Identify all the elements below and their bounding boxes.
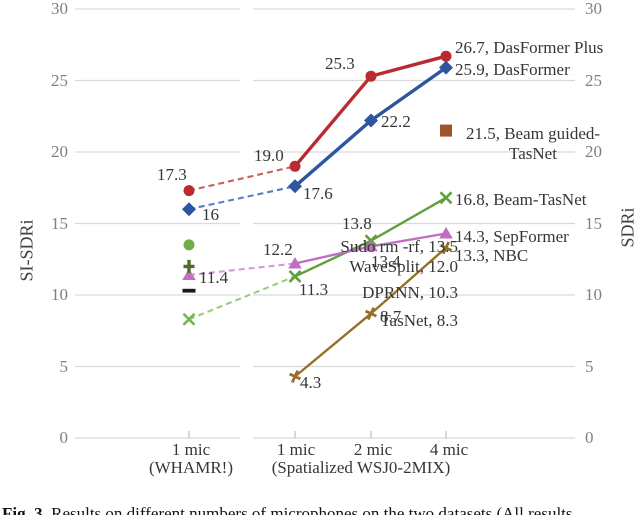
x-tick-label-spat-2mic: 2 mic	[353, 440, 393, 459]
beam-tasnet-marker-3	[439, 191, 453, 205]
wavesplit-marker-0	[183, 259, 195, 273]
data-label-tasnet: TasNet, 8.3	[380, 311, 458, 330]
left-axis-tick-label-5: 5	[59, 356, 69, 376]
right-axis-title: SDRi	[617, 207, 638, 248]
right-axis-tick-label-10: 10	[585, 285, 602, 304]
sepformer-marker-3	[439, 227, 453, 239]
right-axis-tick-label-20: 20	[585, 142, 602, 161]
data-label-v13_8: 13.8	[342, 214, 372, 233]
data-label-v26_7: 26.7, DasFormer Plus	[455, 38, 604, 57]
data-label-v11_3: 11.3	[299, 280, 329, 299]
left-axis-tick-label-0: 0	[59, 428, 69, 447]
left-axis-tick-label-10: 10	[51, 285, 68, 304]
data-label-v4_3: 4.3	[300, 373, 322, 392]
sepformer-dashed-connector	[188, 262, 296, 277]
caption-prefix: Fig. 3.	[2, 504, 47, 515]
nbc-marker-2	[364, 307, 378, 321]
x-group-label-whamr: (WHAMR!)	[148, 458, 234, 477]
dprnn-marker-0	[182, 288, 196, 293]
left-axis-tick-label-25: 25	[51, 70, 68, 90]
data-label-v13_4: 13.4	[371, 252, 401, 271]
right-axis-tick-label-5: 5	[585, 356, 594, 376]
dasformer-marker-1	[288, 179, 302, 194]
right-axis-tick-label-15: 15	[585, 213, 602, 233]
dasformer-marker-0	[182, 202, 196, 217]
data-label-v16: 16	[202, 205, 219, 224]
data-label-v22_2: 22.2	[381, 112, 411, 131]
dasformer-dashed-connector	[188, 185, 296, 211]
nbc-marker-3	[439, 241, 453, 255]
dasformer-marker-3	[439, 60, 453, 75]
sepformer-marker-1	[288, 257, 302, 269]
sepformer-marker-2	[364, 239, 378, 252]
data-label-v16_8: 16.8, Beam-TasNet	[455, 190, 587, 209]
dasformer-plus-dashed-connector	[188, 165, 296, 192]
data-label-v14_3: 14.3, SepFormer	[455, 227, 569, 246]
data-label-v25_9: 25.9, DasFormer	[455, 60, 570, 79]
beam-guided-tasnet-marker-3	[440, 124, 452, 137]
data-label-sudo: Sudo rm -rf, 13.5	[340, 237, 458, 256]
nbc-marker-1	[288, 370, 302, 383]
sudo-rm-rf-marker-0	[183, 239, 195, 251]
data-label-v21_5: 21.5, Beam guided-TasNet	[465, 124, 601, 163]
data-label-v11_4: 11.4	[199, 268, 229, 287]
right-axis-tick-label-30: 30	[585, 0, 602, 18]
data-label-dprnn: DPRNN, 10.3	[362, 283, 458, 302]
data-label-wavesplit: WaveSplit, 12.0	[349, 257, 458, 276]
data-label-v19_0: 19.0	[254, 146, 284, 165]
dasformer-plus-marker-0	[183, 185, 195, 197]
data-label-v17_6: 17.6	[303, 184, 333, 203]
right-axis-tick-label-0: 0	[585, 428, 594, 447]
right-axis-tick-label-25: 25	[585, 70, 602, 90]
sepformer-marker-0	[182, 268, 196, 280]
tasnet-marker-0	[182, 312, 196, 326]
beam-tasnet-marker-1	[288, 269, 302, 283]
x-tick-label-spat-4mic: 4 mic	[429, 440, 469, 459]
data-label-v8_7: 8.7	[380, 307, 402, 326]
caption-body: Results on different numbers of micropho…	[51, 504, 573, 515]
figure-caption: Fig. 3. Results on different numbers of …	[2, 504, 638, 515]
x-tick-label-spat-1mic: 1 mic	[276, 440, 316, 459]
dasformer-plus-marker-3	[440, 50, 452, 62]
dasformer-marker-2	[364, 113, 378, 128]
dasformer-plus-marker-1	[289, 160, 301, 172]
left-axis-tick-label-15: 15	[51, 213, 68, 233]
dasformer-plus-marker-2	[365, 70, 377, 82]
data-label-v25_3: 25.3	[325, 54, 355, 73]
left-axis-title: SI-SDRi	[16, 219, 37, 282]
x-tick-label-whamr-1mic: 1 mic	[171, 440, 211, 459]
tasnet-to-beam-tasnet-dashed-connector	[188, 275, 296, 321]
data-label-v12_2: 12.2	[263, 240, 293, 259]
x-group-label-spatialized: (Spatialized WSJ0-2MIX)	[271, 458, 451, 477]
data-label-v13_3: 13.3, NBC	[455, 246, 529, 265]
left-axis-tick-label-30: 30	[51, 0, 68, 18]
data-label-v17_3: 17.3	[157, 165, 187, 184]
left-axis-tick-label-20: 20	[51, 142, 68, 161]
